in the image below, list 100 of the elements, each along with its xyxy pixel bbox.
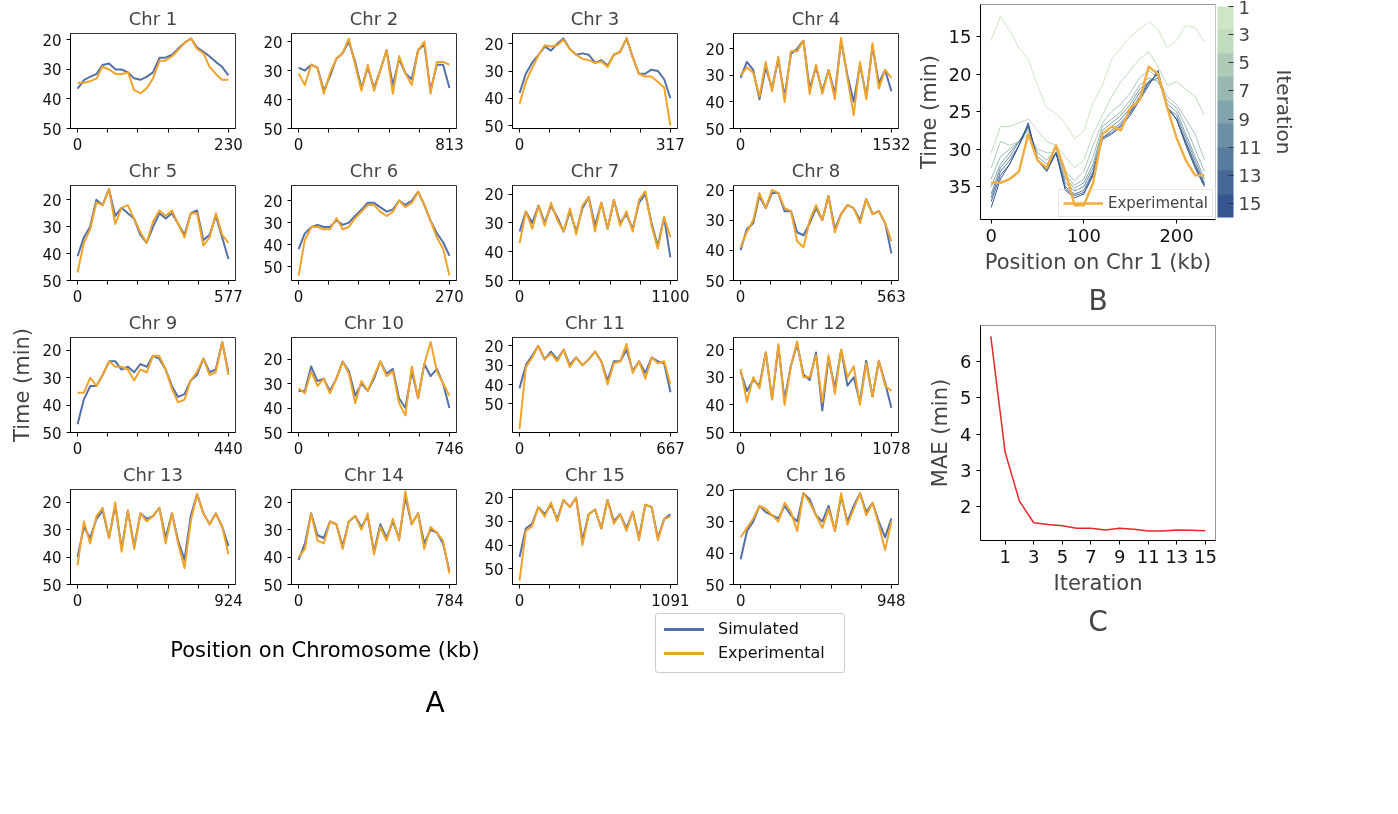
chart-title: Chr 1 <box>128 7 178 29</box>
y-tick-label: 50 <box>705 424 725 443</box>
color-bar-label: 3 <box>1238 24 1250 46</box>
y-tick-label: 3 <box>960 459 972 481</box>
x-tick-label: 0 <box>735 287 746 306</box>
y-tick-label: 30 <box>42 218 62 237</box>
y-tick-label: 40 <box>42 397 62 416</box>
y-tick-label: 50 <box>263 576 283 595</box>
color-bar-title: Iteration <box>1271 69 1296 155</box>
color-bar-label: 1 <box>1238 0 1250 18</box>
y-tick-label: 15 <box>948 26 972 48</box>
text: B <box>1088 283 1108 317</box>
y-tick-label: 30 <box>484 63 504 82</box>
y-tick-label: 25 <box>948 101 972 123</box>
y-tick-label: 20 <box>263 494 283 513</box>
x-tick-label: 0 <box>72 287 83 306</box>
x-tick-label: 948 <box>877 591 906 610</box>
x-tick-label: 100 <box>1066 224 1102 246</box>
y-tick-label: 30 <box>42 61 62 80</box>
y-tick-label: 20 <box>705 341 725 360</box>
y-tick-label: 20 <box>42 494 62 513</box>
y-tick-label: 20 <box>948 63 972 85</box>
y-tick-label: 20 <box>484 35 504 54</box>
chart-title: Chr 2 <box>349 7 399 29</box>
x-tick-label: 317 <box>656 135 685 154</box>
chart-title: Chr 16 <box>786 463 847 485</box>
y-tick-label: 40 <box>263 549 283 568</box>
x-axis-title: Iteration <box>1053 570 1143 595</box>
y-tick-label: 30 <box>705 212 725 231</box>
x-tick-label: 0 <box>293 135 304 154</box>
x-tick-label: 0 <box>293 439 304 458</box>
chart-title: Chr 7 <box>570 159 620 181</box>
x-tick-label: 5 <box>1056 545 1069 567</box>
chart-title: Chr 6 <box>349 159 399 181</box>
y-tick-label: 50 <box>705 120 725 139</box>
y-tick-label: 50 <box>42 424 62 443</box>
x-axis-title: Position on Chr 1 (kb) <box>984 249 1212 274</box>
x-tick-label: 9 <box>1113 545 1126 567</box>
x-tick-label: 270 <box>435 287 464 306</box>
x-tick-label: 1091 <box>651 591 690 610</box>
x-tick-label: 1078 <box>872 439 911 458</box>
x-tick-label: 577 <box>214 287 243 306</box>
x-tick-label: 0 <box>735 439 746 458</box>
chart-title: Chr 11 <box>565 311 626 333</box>
chart-title: Chr 9 <box>128 311 178 333</box>
x-tick-label: 0 <box>72 591 83 610</box>
color-bar-label: 15 <box>1238 192 1262 214</box>
y-tick-label: 50 <box>484 272 504 291</box>
y-axis-title: Time (min) <box>916 54 941 171</box>
y-tick-label: 40 <box>484 243 504 262</box>
x-tick-label: 13 <box>1165 545 1189 567</box>
y-tick-label: 30 <box>263 62 283 81</box>
x-tick-label: 1 <box>999 545 1011 567</box>
y-tick-label: 30 <box>42 369 62 388</box>
y-tick-label: 40 <box>42 91 62 109</box>
chart-title: Chr 4 <box>791 7 841 29</box>
x-tick-label: 0 <box>985 224 997 246</box>
x-tick-label: 0 <box>735 135 746 154</box>
x-tick-label: 0 <box>293 287 304 306</box>
color-bar-label: 7 <box>1238 80 1250 102</box>
x-tick-label: 0 <box>514 591 525 610</box>
y-tick-label: 4 <box>960 423 972 445</box>
y-tick-label: 20 <box>263 351 283 370</box>
chart-title: Chr 15 <box>565 463 626 485</box>
x-axis-title: Position on Chromosome (kb) <box>170 637 480 664</box>
y-tick-label: 40 <box>484 537 504 556</box>
color-bar-label: 5 <box>1238 52 1250 74</box>
x-tick-label: 1100 <box>651 287 690 306</box>
y-tick-label: 50 <box>705 576 725 595</box>
y-tick-label: 20 <box>263 33 283 52</box>
y-tick-label: 20 <box>484 489 504 508</box>
y-tick-label: 30 <box>484 513 504 532</box>
x-tick-label: 0 <box>293 591 304 610</box>
y-tick-label: 50 <box>484 395 504 414</box>
y-tick-label: 40 <box>705 545 725 564</box>
y-tick-label: 50 <box>705 272 725 291</box>
chart-title: Chr 5 <box>128 159 178 181</box>
y-tick-label: 50 <box>263 120 283 139</box>
y-tick-label: 20 <box>42 31 62 50</box>
x-tick-label: 813 <box>435 135 464 154</box>
x-tick-label: 924 <box>214 591 243 610</box>
y-tick-label: 50 <box>484 560 504 579</box>
color-bar-label: 13 <box>1238 164 1262 186</box>
y-tick-label: 20 <box>263 192 283 211</box>
y-tick-label: 30 <box>705 67 725 86</box>
chart-title: Chr 14 <box>344 463 405 485</box>
y-tick-label: 20 <box>705 40 725 59</box>
x-tick-label: 563 <box>877 287 906 306</box>
y-tick-label: 30 <box>484 357 504 376</box>
x-tick-label: 440 <box>214 439 243 458</box>
y-tick-label: 30 <box>263 521 283 540</box>
chart-title: Chr 10 <box>344 311 405 333</box>
x-tick-label: 3 <box>1028 545 1040 567</box>
y-tick-label: 30 <box>705 369 725 388</box>
y-tick-label: 40 <box>42 549 62 568</box>
y-tick-label: 40 <box>705 396 725 415</box>
x-tick-label: 0 <box>72 439 83 458</box>
y-tick-label: 40 <box>705 242 725 261</box>
legend-label: Simulated <box>718 617 799 640</box>
chart-title: Chr 3 <box>570 7 620 29</box>
